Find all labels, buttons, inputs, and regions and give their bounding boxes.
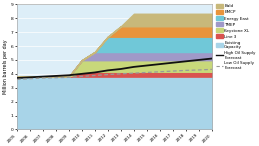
Legend: Bald, EMCP, Energy East, TMEP, Keystone XL, Line 3, Existing
Capacity, High Oil : Bald, EMCP, Energy East, TMEP, Keystone … (216, 4, 256, 71)
Y-axis label: Million barrels per day: Million barrels per day (3, 40, 8, 94)
